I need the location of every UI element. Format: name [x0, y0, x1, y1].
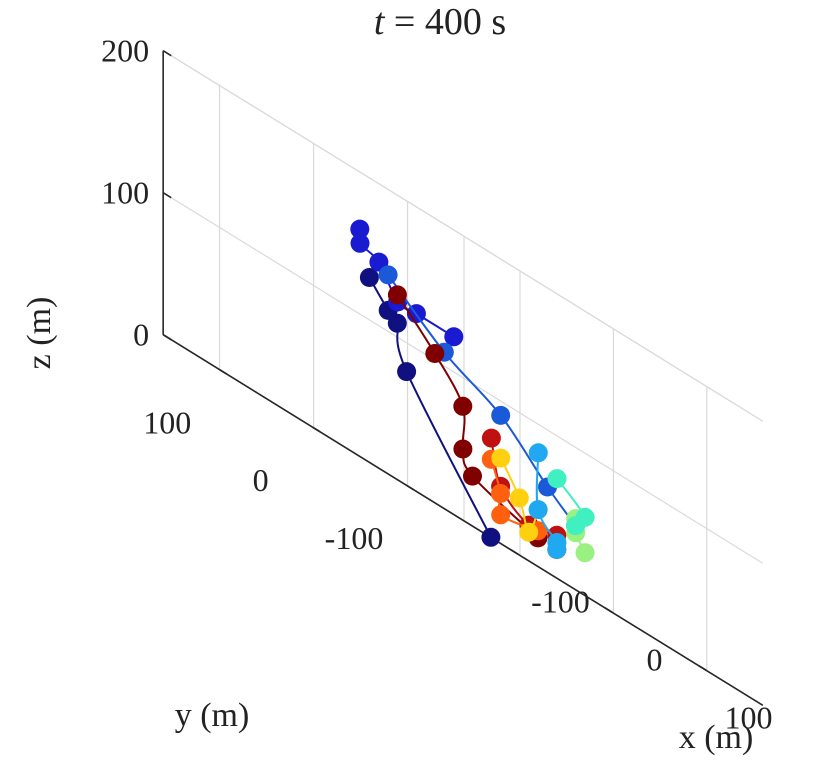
drone-marker	[491, 405, 511, 425]
axes: -100 0 100 -100 0 100 0 100 200	[101, 33, 772, 736]
z-tick	[162, 192, 172, 199]
title-value: 400 s	[425, 1, 506, 43]
drone-marker	[575, 543, 595, 563]
y-tick	[405, 484, 414, 491]
drone-marker	[547, 469, 567, 489]
title-variable: t	[374, 1, 386, 43]
axis-labels: x (m) y (m) z (m)	[21, 297, 753, 756]
drone-marker	[453, 396, 473, 416]
drone-marker	[463, 466, 482, 486]
drone-marker	[387, 285, 407, 305]
drone-marker	[444, 327, 464, 347]
drone-marker	[481, 527, 501, 547]
x-axis-label: x (m)	[679, 719, 754, 756]
chart-title: t = 400 s	[374, 1, 506, 43]
drone-marker	[566, 516, 586, 536]
drone-marker	[350, 233, 370, 253]
drone-marker	[528, 443, 548, 463]
drone-marker	[359, 268, 379, 287]
x-tick-label: 0	[646, 641, 662, 677]
title-equals: =	[384, 1, 424, 43]
drone-marker	[491, 505, 511, 525]
x-tick-label: -100	[531, 583, 590, 619]
drone-marker	[387, 313, 407, 333]
drone-marker	[453, 439, 473, 459]
drone-marker	[425, 344, 445, 363]
z-axis-label: z (m)	[21, 297, 58, 370]
trajectory-line	[490, 459, 539, 532]
y-tick	[218, 368, 228, 375]
y-tick-label: 0	[253, 462, 269, 498]
y-tick-label: 100	[143, 404, 191, 440]
z-tick	[162, 50, 172, 57]
wall-edge-0	[162, 50, 764, 422]
drone-marker	[378, 265, 398, 285]
drone-marker	[519, 522, 539, 542]
z-tick	[162, 334, 172, 341]
drone-marker	[509, 488, 529, 508]
drone-marker	[350, 219, 370, 239]
svg-text:t = 400 s: t = 400 s	[374, 1, 506, 43]
grid-line-z-1	[162, 192, 764, 564]
trajectories	[350, 219, 595, 563]
drone-marker	[491, 448, 511, 468]
drone-marker	[397, 362, 417, 382]
y-tick-label: -100	[325, 520, 384, 556]
drone-marker	[491, 484, 510, 503]
drone-marker	[528, 500, 548, 520]
x-tick	[510, 549, 519, 556]
x-tick	[698, 665, 707, 672]
y-tick	[312, 426, 321, 433]
grid	[162, 50, 764, 706]
x-tick	[604, 607, 613, 614]
z-tick-label: 100	[101, 175, 149, 211]
z-tick-label: 0	[133, 317, 149, 353]
drone-marker	[481, 428, 501, 448]
y-axis-label: y (m)	[175, 697, 250, 734]
trajectory-line	[499, 457, 540, 534]
x-tick-label: 100	[724, 699, 772, 735]
z-tick-label: 200	[101, 33, 149, 69]
drone-marker	[547, 540, 567, 559]
